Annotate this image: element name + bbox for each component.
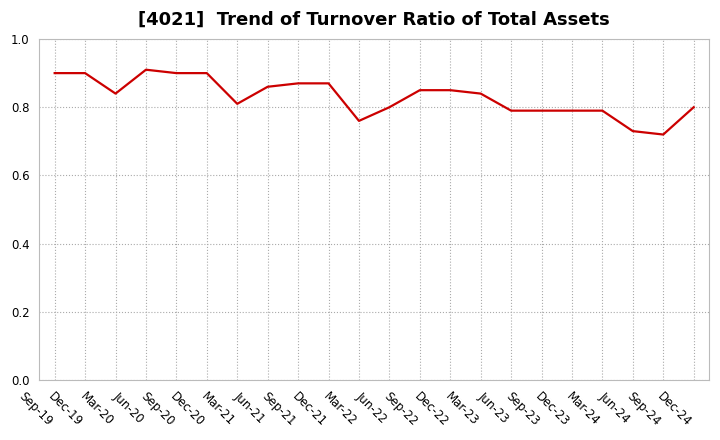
Title: [4021]  Trend of Turnover Ratio of Total Assets: [4021] Trend of Turnover Ratio of Total … (138, 11, 610, 29)
